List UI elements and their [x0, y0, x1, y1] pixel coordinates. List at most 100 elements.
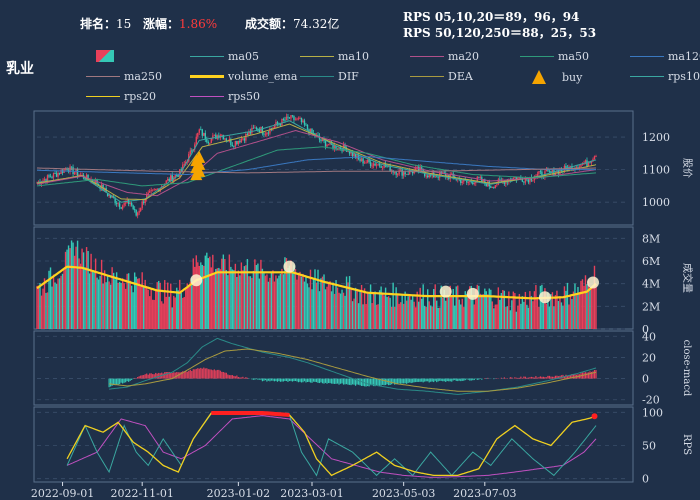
macd-hist-bar: [470, 378, 472, 381]
volume-bar: [529, 291, 531, 329]
candle-body: [267, 132, 270, 134]
legend-label: DIF: [338, 70, 359, 83]
macd-hist-bar: [120, 378, 122, 383]
macd-hist-bar: [442, 378, 444, 382]
volume-bar: [93, 272, 95, 329]
candle-body: [344, 144, 346, 149]
macd-hist-bar: [500, 377, 502, 379]
y-axis-label: 成交量: [681, 263, 694, 293]
macd-hist-bar: [445, 378, 447, 382]
candle-body: [130, 202, 133, 206]
volume-bar: [521, 296, 524, 329]
candle-body: [221, 135, 223, 136]
volume-bar: [227, 275, 229, 329]
macd-hist-bar: [553, 376, 555, 379]
candle-body: [49, 176, 52, 178]
legend-item-ma05: ma05: [190, 50, 259, 63]
macd-hist-bar: [290, 378, 292, 382]
macd-hist-bar: [467, 378, 469, 380]
candle-body: [478, 176, 480, 178]
candle-body: [200, 129, 202, 131]
volume-bar: [85, 247, 88, 329]
macd-hist-bar: [234, 376, 236, 379]
volume-bar: [393, 306, 396, 329]
volume-ema-highlight: [466, 287, 479, 300]
volume-bar: [64, 251, 67, 329]
macd-hist-bar: [360, 378, 363, 386]
candle-body: [374, 163, 376, 166]
volume-bar: [230, 266, 232, 329]
candle-body: [108, 194, 110, 196]
candle-body: [153, 189, 155, 191]
macd-hist-bar: [584, 372, 587, 379]
change-text: 涨幅：1.86%: [143, 15, 217, 32]
candle-body: [499, 179, 501, 181]
volume-bar: [39, 283, 41, 329]
candle-body: [52, 173, 55, 178]
candle-body: [254, 127, 256, 129]
macd-hist-bar: [493, 378, 495, 380]
volume-bar: [445, 300, 447, 329]
volume-bar: [261, 268, 264, 329]
candle-body: [336, 149, 339, 151]
macd-hist-bar: [515, 377, 517, 379]
volume-bar: [180, 292, 182, 329]
macd-hist-bar: [397, 378, 399, 385]
macd-hist-bar: [266, 378, 268, 382]
candle-body: [583, 163, 585, 165]
volume-bar: [387, 296, 390, 329]
macd-hist-bar: [128, 378, 130, 382]
candle-body: [282, 118, 285, 120]
volume-bar: [419, 287, 421, 329]
macd-hist-bar: [557, 376, 560, 379]
volume-bar: [52, 274, 55, 329]
macd-hist-bar: [273, 378, 276, 382]
volume-bar: [568, 304, 570, 329]
volume-bar: [150, 288, 152, 329]
macd-hist-bar: [347, 378, 349, 385]
macd-hist-bar: [446, 378, 448, 382]
candle-body: [246, 133, 249, 135]
candle-body: [291, 115, 294, 117]
candle-body: [248, 131, 250, 135]
candle-body: [212, 135, 214, 139]
macd-hist-bar: [201, 368, 203, 379]
candle-body: [548, 170, 551, 172]
volume-bar: [213, 273, 216, 329]
volume-bar: [127, 273, 130, 329]
volume-ema-highlight: [586, 276, 599, 289]
volume-bar: [473, 304, 475, 329]
volume-bar: [371, 303, 373, 329]
macd-hist-bar: [111, 378, 113, 386]
volume-bar: [430, 305, 432, 329]
volume-bar: [584, 275, 587, 329]
macd-hist-bar: [147, 374, 149, 379]
candle-body: [420, 167, 423, 170]
macd-hist-bar: [326, 378, 328, 384]
legend-label: ma50: [558, 50, 589, 63]
macd-hist-bar: [174, 372, 176, 379]
legend-swatch: [300, 76, 334, 77]
volume-bar: [488, 288, 491, 329]
macd-hist-bar: [191, 371, 193, 379]
volume-bar: [476, 284, 478, 329]
candle-body: [191, 150, 193, 152]
legend-item-rps20: rps20: [86, 90, 156, 103]
y-tick-label: 1000: [642, 196, 670, 209]
volume-bar: [167, 282, 169, 329]
volume-bar: [434, 284, 436, 329]
candle-body: [115, 203, 118, 204]
candle-body: [141, 201, 143, 209]
volume-bar: [162, 303, 164, 329]
candle-body: [251, 127, 253, 134]
legend-swatch: [86, 96, 120, 97]
candle-body: [491, 187, 494, 188]
macd-hist-bar: [376, 378, 378, 386]
volume-bar: [490, 289, 492, 329]
volume-bar: [338, 292, 340, 329]
legend-swatch: [300, 56, 334, 57]
candle-body: [407, 173, 409, 175]
macd-hist-bar: [233, 375, 235, 379]
candle-body: [147, 192, 149, 195]
volume-bar: [91, 271, 94, 329]
